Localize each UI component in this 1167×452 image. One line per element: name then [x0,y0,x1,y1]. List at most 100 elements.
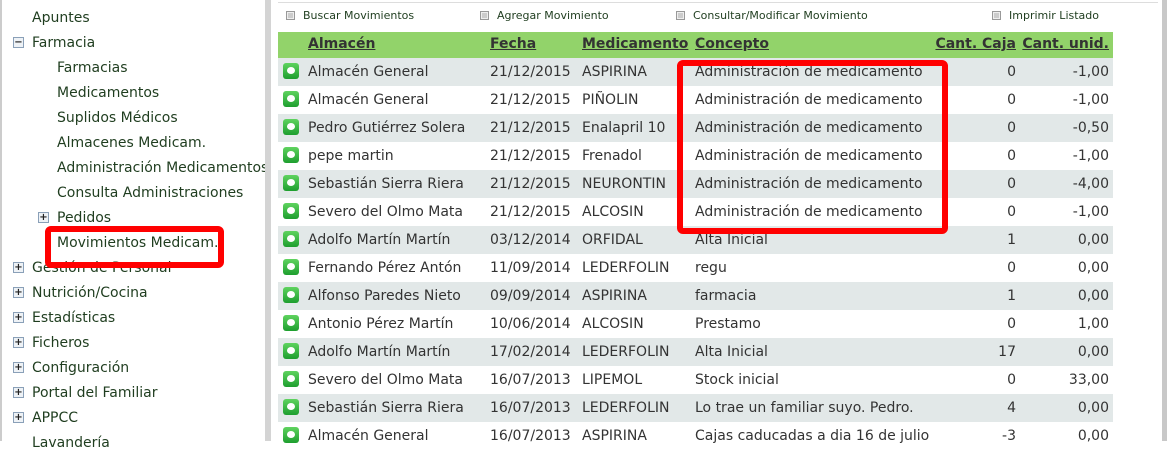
cell-almacen: Sebastián Sierra Riera [308,176,464,192]
cell-cant-unid: 0,00 [1077,428,1109,444]
col-cant-unid[interactable]: Cant. unid. [1022,36,1109,52]
col-almacen[interactable]: Almacén [308,36,376,52]
cell-cant-caja: 0 [1007,372,1016,388]
edit-movement-button[interactable]: Consultar/Modificar Movimiento [676,9,868,22]
sidebar-item[interactable]: Nutrición/Cocina [32,285,148,301]
select-row-icon[interactable] [283,399,299,415]
table-row[interactable]: Alfonso Paredes Nieto 09/09/2014 ASPIRINA f… [278,282,1113,310]
table-row[interactable]: pepe martin 21/12/2015 Frenadol Administrac… [278,142,1113,170]
select-row-icon[interactable] [283,287,299,303]
highlight-box-concepto [677,60,948,234]
expand-icon[interactable]: + [13,312,24,323]
table-row[interactable]: Adolfo Martín Martín 17/02/2014 LEDERFOLIN… [278,338,1113,366]
table-row[interactable]: Severo del Olmo Mata 16/07/2013 LIPEMOL Sto… [278,366,1113,394]
cell-medicamento: LEDERFOLIN [582,344,670,360]
cell-fecha: 10/06/2014 [490,316,571,332]
col-fecha[interactable]: Fecha [490,36,537,52]
scrollbar[interactable] [1162,0,1167,441]
sidebar-item[interactable]: Administración Medicamentos [57,160,269,176]
col-cant-caja[interactable]: Cant. Caja [935,36,1016,52]
search-movements-button[interactable]: Buscar Movimientos [286,9,414,22]
cell-fecha: 03/12/2014 [490,232,571,248]
expand-icon[interactable]: + [13,362,24,373]
cell-medicamento: Frenadol [582,148,642,164]
print-list-button[interactable]: Imprimir Listado [992,9,1099,22]
cell-almacen: Adolfo Martín Martín [308,232,451,248]
cell-cant-unid: 0,00 [1077,260,1109,276]
sidebar-item[interactable]: Portal del Familiar [32,385,158,401]
sidebar-item[interactable]: Lavandería [32,435,110,451]
cell-medicamento: ORFIDAL [582,232,643,248]
col-medicamento[interactable]: Medicamento [582,36,689,52]
collapse-icon[interactable]: − [13,37,24,48]
table-row[interactable]: Almacén General 21/12/2015 ASPIRINA Adminis… [278,58,1113,86]
select-row-icon[interactable] [283,203,299,219]
cell-cant-unid: 33,00 [1068,372,1109,388]
cell-medicamento: LEDERFOLIN [582,260,670,276]
cell-medicamento: ASPIRINA [582,64,647,80]
sidebar-item[interactable]: Pedidos [57,210,112,226]
cell-cant-unid: -1,00 [1072,204,1109,220]
sidebar-item[interactable]: Ficheros [32,335,90,351]
cell-cant-caja: 0 [1007,92,1016,108]
cell-fecha: 21/12/2015 [490,204,571,220]
select-row-icon[interactable] [283,91,299,107]
select-row-icon[interactable] [283,427,299,443]
expand-icon[interactable]: + [38,212,49,223]
cell-cant-caja: 0 [1007,260,1016,276]
expand-icon[interactable]: + [13,387,24,398]
sidebar-item[interactable]: Consulta Administraciones [57,185,244,201]
table-row[interactable]: Fernando Pérez Antón 11/09/2014 LEDERFOLIN… [278,254,1113,282]
sidebar-item[interactable]: Estadísticas [32,310,116,326]
sidebar-item[interactable]: Farmacia [32,35,96,51]
table-row[interactable]: Severo del Olmo Mata 21/12/2015 ALCOSIN Adm… [278,198,1113,226]
table-row[interactable]: Adolfo Martín Martín 03/12/2014 ORFIDAL Alt… [278,226,1113,254]
label: Agregar Movimiento [497,9,609,22]
table-row[interactable]: Pedro Gutiérrez Solera 21/12/2015 Enalapri… [278,114,1113,142]
cell-cant-caja: -3 [1002,428,1016,444]
table-row[interactable]: Sebastián Sierra Riera 21/12/2015 NEURONTI… [278,170,1113,198]
sidebar-item[interactable]: Configuración [32,360,130,376]
cell-cant-unid: 0,00 [1077,400,1109,416]
sidebar-item[interactable]: Suplidos Médicos [57,110,178,126]
select-row-icon[interactable] [283,259,299,275]
select-row-icon[interactable] [283,343,299,359]
select-row-icon[interactable] [283,371,299,387]
sidebar-item[interactable]: Medicamentos [57,85,160,101]
cell-medicamento: LIPEMOL [582,372,643,388]
cell-cant-unid: 0,00 [1077,288,1109,304]
sidebar-item[interactable]: Movimientos Medicam. [57,234,219,252]
bullet-icon [992,11,1001,20]
cell-concepto: Administración de medicamento [695,148,923,164]
cell-cant-unid: 1,00 [1077,316,1109,332]
sidebar-item[interactable]: APPCC [32,410,79,426]
expand-icon[interactable]: + [13,262,24,273]
select-row-icon[interactable] [283,63,299,79]
cell-fecha: 09/09/2014 [490,288,571,304]
table-row[interactable]: Antonio Pérez Martín 10/06/2014 ALCOSIN Pre… [278,310,1113,338]
select-row-icon[interactable] [283,175,299,191]
bullet-icon [480,11,489,20]
col-concepto[interactable]: Concepto [695,36,769,52]
cell-cant-caja: 0 [1007,148,1016,164]
expand-icon[interactable]: + [13,412,24,423]
label: Consultar/Modificar Movimiento [693,9,868,22]
cell-cant-unid: 0,00 [1077,232,1109,248]
select-row-icon[interactable] [283,147,299,163]
sidebar-item[interactable]: Almacenes Medicam. [57,135,207,151]
label: Buscar Movimientos [303,9,415,22]
table-row[interactable]: Almacén General 16/07/2013 ASPIRINA Cajas c… [278,422,1113,450]
select-row-icon[interactable] [283,119,299,135]
expand-icon[interactable]: + [13,287,24,298]
sidebar-item[interactable]: Apuntes [32,10,90,26]
select-row-icon[interactable] [283,231,299,247]
cell-fecha: 16/07/2013 [490,428,571,444]
add-movement-button[interactable]: Agregar Movimiento [480,9,609,22]
table-row[interactable]: Almacén General 21/12/2015 PIÑOLIN Administ… [278,86,1113,114]
select-row-icon[interactable] [283,315,299,331]
cell-concepto: Administración de medicamento [695,64,923,80]
expand-icon[interactable]: + [13,337,24,348]
sidebar-splitter[interactable] [265,0,271,441]
sidebar-item[interactable]: Farmacias [57,60,128,76]
table-row[interactable]: Sebastián Sierra Riera 16/07/2013 LEDERFOL… [278,394,1113,422]
